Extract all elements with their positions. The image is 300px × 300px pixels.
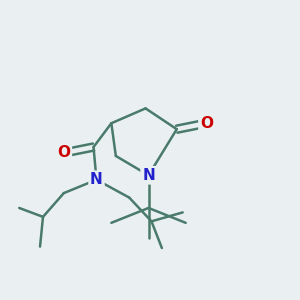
Text: N: N <box>90 172 103 187</box>
Text: N: N <box>142 168 155 183</box>
Text: O: O <box>57 146 70 160</box>
Text: O: O <box>200 116 213 131</box>
